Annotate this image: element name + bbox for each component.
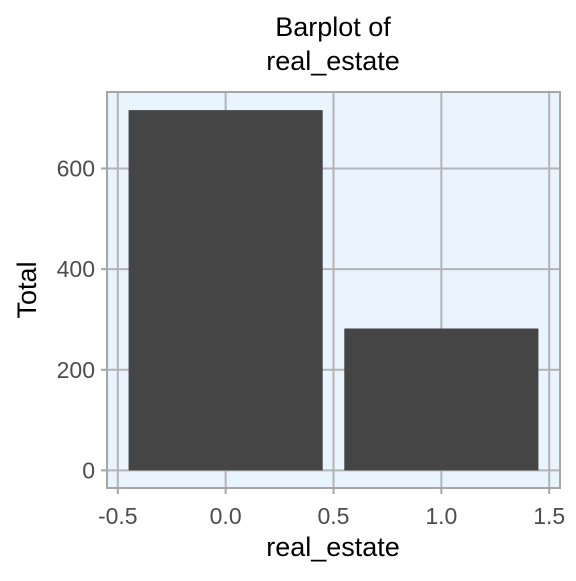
x-tick-label: 1.5 <box>533 503 565 529</box>
y-axis-label: Total <box>12 261 42 318</box>
y-tick-label: 200 <box>57 357 95 383</box>
y-tick-label: 400 <box>57 256 95 282</box>
x-tick-label: -0.5 <box>98 503 138 529</box>
x-axis-label: real_estate <box>266 532 400 562</box>
x-tick-label: 1.0 <box>425 503 457 529</box>
y-tick-label: 0 <box>82 457 95 483</box>
bar-0 <box>128 110 323 471</box>
bar-1 <box>344 328 539 471</box>
x-tick-label: 0.5 <box>318 503 350 529</box>
chart-title-line-2: real_estate <box>266 46 400 76</box>
bars <box>128 110 539 471</box>
x-axis: -0.5 0.0 0.5 1.0 1.5 <box>98 488 565 529</box>
chart-title-line-1: Barplot of <box>275 12 391 42</box>
y-tick-label: 600 <box>57 155 95 181</box>
y-axis: 0 200 400 600 <box>57 155 107 483</box>
x-tick-label: 0.0 <box>210 503 242 529</box>
